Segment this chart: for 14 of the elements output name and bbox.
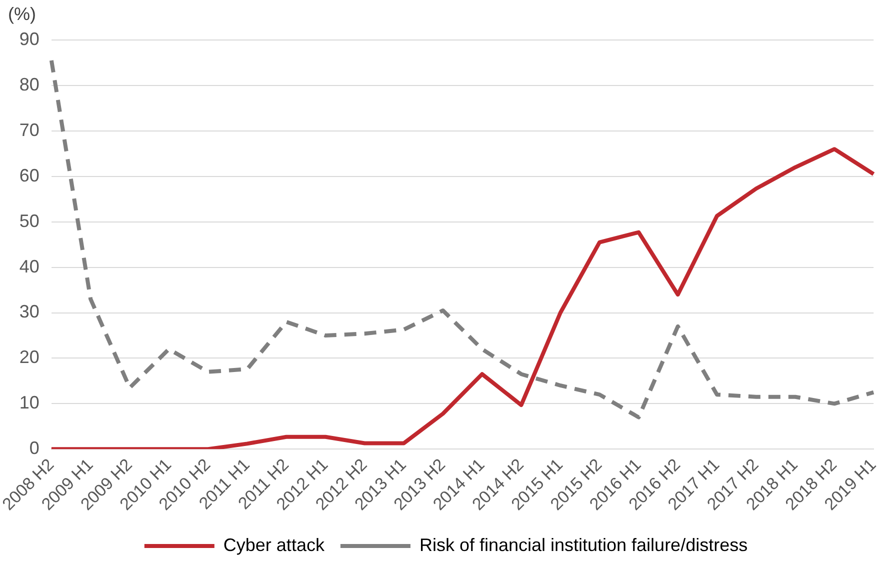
line-series <box>49 58 876 420</box>
y-tick-label: 90 <box>19 28 40 49</box>
legend-label: Risk of financial institution failure/distress <box>419 534 748 555</box>
y-tick-label: 50 <box>19 210 40 231</box>
y-tick-label: 20 <box>19 347 40 368</box>
y-tick-label: 30 <box>19 302 40 322</box>
y-tick-label: 40 <box>19 256 40 276</box>
y-tick-label: 70 <box>19 120 40 140</box>
y-axis-title: (%) <box>8 4 36 24</box>
y-tick-label: 10 <box>19 392 40 413</box>
y-tick-label: 80 <box>19 74 40 94</box>
y-tick-label: 60 <box>19 165 40 186</box>
legend-label: Cyber attack <box>223 534 326 555</box>
y-tick-label: 0 <box>29 438 40 458</box>
